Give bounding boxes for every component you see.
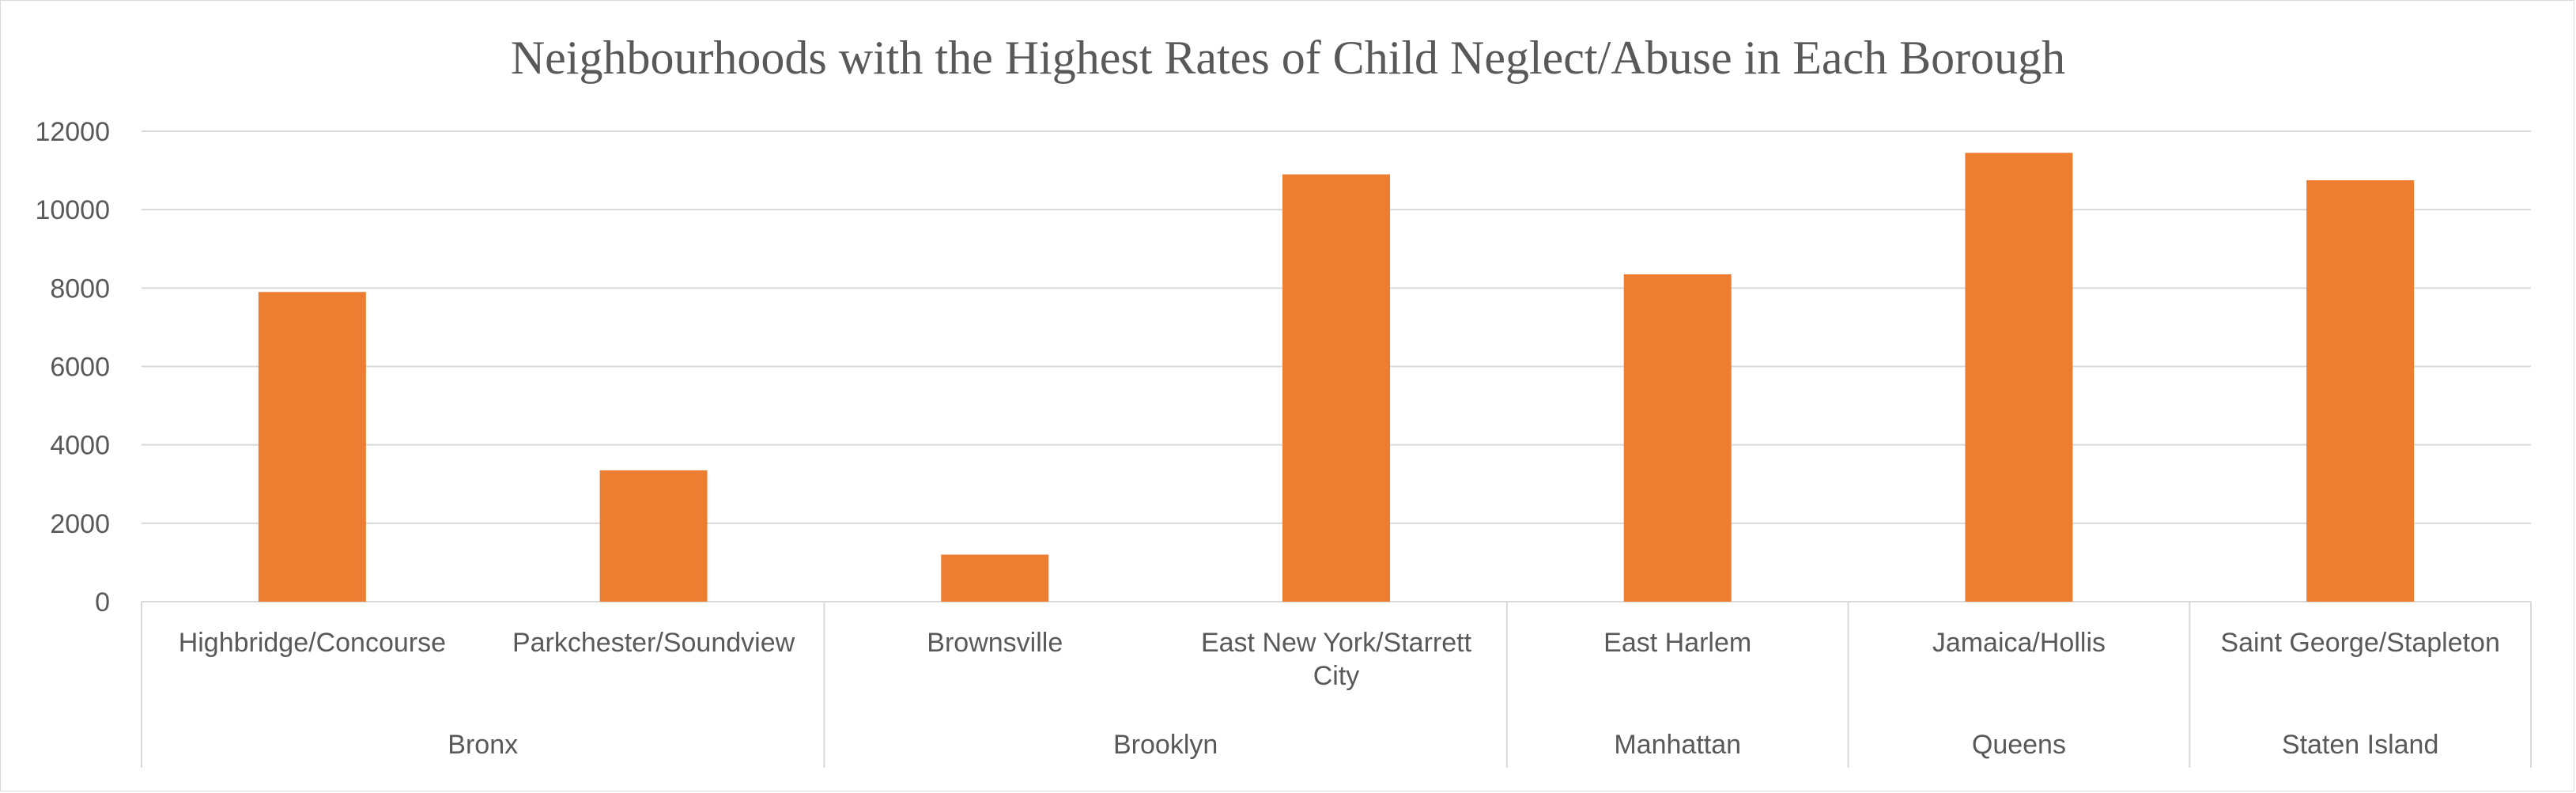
y-tick-label: 6000 (50, 353, 110, 383)
category-label: Jamaica/Hollis (1932, 628, 2106, 658)
category-label: East Harlem (1603, 628, 1751, 658)
group-label: Staten Island (2282, 730, 2438, 760)
chart-title: Neighbourhoods with the Highest Rates of… (511, 32, 2065, 84)
bar (1965, 153, 2073, 602)
y-tick-label: 4000 (50, 431, 110, 461)
bar (1282, 174, 1390, 602)
bar (941, 554, 1049, 602)
category-label: Saint George/Stapleton (2220, 628, 2499, 658)
bar (599, 470, 708, 602)
group-label: Bronx (448, 730, 518, 760)
bar (1623, 274, 1732, 602)
group-label: Queens (1972, 730, 2066, 760)
y-tick-label: 10000 (35, 195, 110, 225)
category-label: Brownsville (927, 628, 1063, 658)
y-tick-label: 2000 (50, 509, 110, 539)
bar (2306, 179, 2415, 602)
category-label: East New York/Starrett City (1201, 628, 1472, 691)
group-label: Brooklyn (1113, 730, 1218, 760)
y-tick-label: 12000 (35, 117, 110, 147)
y-tick-label: 8000 (50, 274, 110, 304)
group-label: Manhattan (1614, 730, 1741, 760)
y-tick-label: 0 (95, 587, 110, 617)
bar (258, 292, 366, 602)
category-label: Highbridge/Concourse (179, 628, 446, 658)
category-label: Parkchester/Soundview (512, 628, 795, 658)
